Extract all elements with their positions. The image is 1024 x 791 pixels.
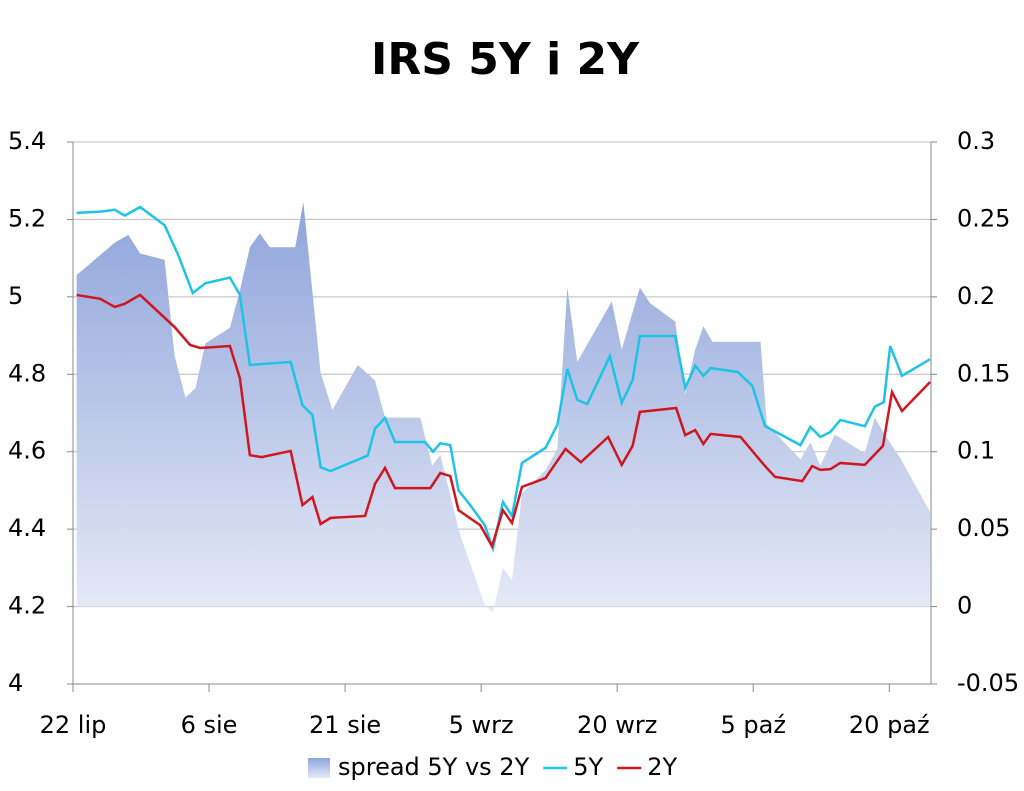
legend-label: 5Y	[573, 753, 603, 781]
y-tick-label: 4.6	[8, 437, 46, 465]
y-tick-label: 4.4	[8, 514, 46, 542]
y-tick-label: 4.2	[8, 592, 46, 620]
series-line	[76, 205, 931, 554]
x-tick-label: 22 lip	[40, 711, 107, 739]
y2-tick-label: 0.3	[957, 127, 995, 155]
y2-tick-label: 0.15	[957, 359, 1010, 387]
y-tick-label: 4.8	[8, 359, 46, 387]
series-line	[76, 293, 931, 550]
legend-label: 2Y	[647, 753, 677, 781]
y2-tick-label: -0.05	[957, 669, 1019, 697]
y2-tick-label: 0.2	[957, 282, 995, 310]
y2-tick-label: 0.25	[957, 204, 1010, 232]
y-tick-label: 5.2	[8, 204, 46, 232]
x-tick-label: 5 wrz	[449, 711, 514, 739]
spread-area	[76, 202, 931, 613]
x-tick-label: 5 paź	[721, 711, 786, 739]
y2-tick-label: 0.1	[957, 437, 995, 465]
x-tick-label: 20 paź	[849, 711, 930, 739]
y2-tick-label: 0	[957, 592, 972, 620]
y-tick-label: 5	[8, 282, 23, 310]
x-tick-label: 21 sie	[309, 711, 381, 739]
y-tick-label: 4	[8, 669, 23, 697]
x-tick-label: 6 sie	[181, 711, 238, 739]
legend-label: spread 5Y vs 2Y	[338, 753, 530, 781]
y-tick-label: 5.4	[8, 127, 46, 155]
y2-tick-label: 0.05	[957, 514, 1010, 542]
legend-swatch	[308, 758, 330, 778]
chart-title: IRS 5Y i 2Y	[371, 34, 640, 85]
x-tick-label: 20 wrz	[577, 711, 657, 739]
